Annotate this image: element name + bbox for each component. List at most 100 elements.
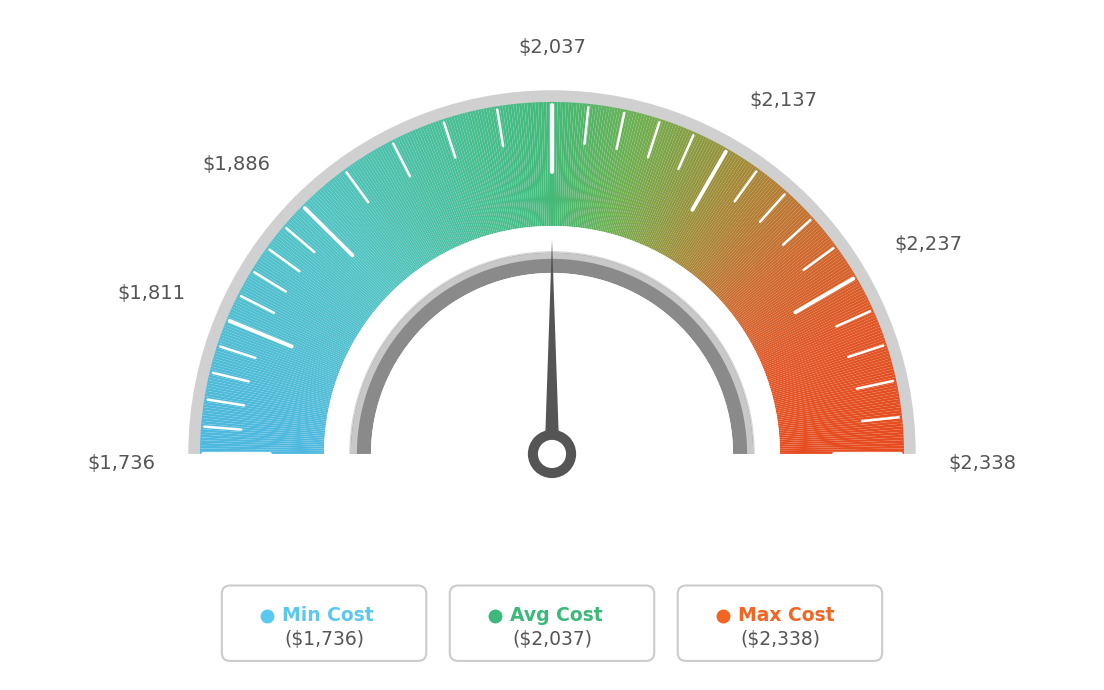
Wedge shape: [337, 174, 414, 274]
Wedge shape: [753, 289, 864, 349]
FancyBboxPatch shape: [222, 586, 426, 661]
Wedge shape: [217, 342, 336, 384]
Wedge shape: [486, 108, 511, 230]
Wedge shape: [728, 230, 825, 310]
Wedge shape: [309, 197, 396, 289]
Wedge shape: [779, 451, 904, 454]
Wedge shape: [766, 335, 884, 378]
Wedge shape: [201, 426, 325, 438]
Wedge shape: [286, 221, 381, 304]
Wedge shape: [325, 226, 779, 454]
Wedge shape: [646, 133, 699, 247]
Wedge shape: [410, 131, 461, 246]
Wedge shape: [696, 181, 776, 278]
Wedge shape: [201, 435, 325, 443]
Wedge shape: [620, 119, 661, 237]
Wedge shape: [304, 203, 392, 293]
Wedge shape: [332, 177, 411, 276]
Wedge shape: [751, 282, 860, 344]
Wedge shape: [246, 277, 354, 341]
Wedge shape: [605, 112, 637, 233]
Wedge shape: [767, 337, 885, 380]
Wedge shape: [731, 236, 830, 314]
Wedge shape: [776, 393, 900, 417]
Wedge shape: [495, 106, 517, 229]
Wedge shape: [213, 356, 333, 392]
Wedge shape: [283, 226, 379, 307]
Wedge shape: [415, 129, 465, 244]
Wedge shape: [739, 252, 841, 324]
Wedge shape: [301, 205, 391, 294]
Wedge shape: [219, 340, 337, 382]
Wedge shape: [614, 115, 650, 235]
Wedge shape: [280, 228, 378, 308]
Wedge shape: [732, 238, 831, 315]
Wedge shape: [225, 319, 341, 368]
Wedge shape: [201, 429, 325, 440]
Wedge shape: [745, 268, 852, 335]
Wedge shape: [285, 224, 380, 306]
Wedge shape: [592, 107, 615, 230]
Wedge shape: [624, 120, 666, 238]
Wedge shape: [277, 232, 375, 311]
Wedge shape: [725, 226, 821, 307]
Wedge shape: [251, 270, 358, 336]
Wedge shape: [365, 154, 433, 261]
Wedge shape: [226, 317, 342, 366]
Wedge shape: [776, 391, 899, 415]
Wedge shape: [766, 332, 883, 377]
Wedge shape: [200, 446, 325, 451]
Wedge shape: [714, 207, 805, 295]
Wedge shape: [744, 266, 851, 333]
FancyBboxPatch shape: [678, 586, 882, 661]
Wedge shape: [698, 183, 778, 279]
Wedge shape: [684, 168, 758, 270]
Wedge shape: [201, 424, 325, 436]
Wedge shape: [768, 342, 887, 384]
Wedge shape: [253, 266, 360, 333]
Wedge shape: [779, 424, 903, 436]
Wedge shape: [611, 114, 645, 234]
Wedge shape: [590, 107, 613, 229]
Wedge shape: [707, 195, 793, 288]
Wedge shape: [643, 131, 694, 246]
Wedge shape: [741, 256, 845, 327]
Wedge shape: [208, 380, 329, 408]
Wedge shape: [636, 127, 684, 243]
Wedge shape: [719, 213, 810, 299]
Wedge shape: [267, 245, 369, 320]
Wedge shape: [341, 171, 416, 272]
Wedge shape: [352, 163, 424, 266]
Wedge shape: [279, 230, 376, 310]
Wedge shape: [779, 440, 904, 447]
Wedge shape: [595, 108, 620, 230]
Wedge shape: [638, 128, 687, 244]
Wedge shape: [371, 151, 436, 259]
Wedge shape: [288, 219, 382, 303]
Wedge shape: [612, 115, 648, 235]
Text: Avg Cost: Avg Cost: [510, 607, 603, 625]
Wedge shape: [704, 192, 789, 286]
Wedge shape: [664, 147, 726, 256]
Wedge shape: [639, 129, 689, 244]
Wedge shape: [586, 106, 607, 229]
Wedge shape: [538, 102, 545, 226]
Wedge shape: [715, 209, 807, 297]
Wedge shape: [689, 172, 765, 273]
Wedge shape: [712, 203, 800, 293]
Wedge shape: [734, 243, 835, 319]
Wedge shape: [465, 112, 497, 233]
Wedge shape: [221, 332, 338, 377]
Wedge shape: [656, 140, 714, 252]
Wedge shape: [670, 152, 736, 259]
Wedge shape: [558, 102, 563, 226]
Wedge shape: [224, 324, 340, 372]
Wedge shape: [382, 144, 444, 254]
Wedge shape: [660, 144, 722, 254]
Wedge shape: [521, 103, 534, 227]
Wedge shape: [676, 158, 745, 264]
Wedge shape: [276, 234, 374, 313]
Wedge shape: [290, 217, 383, 302]
Text: ($2,338): ($2,338): [740, 630, 820, 649]
Wedge shape: [423, 126, 469, 242]
